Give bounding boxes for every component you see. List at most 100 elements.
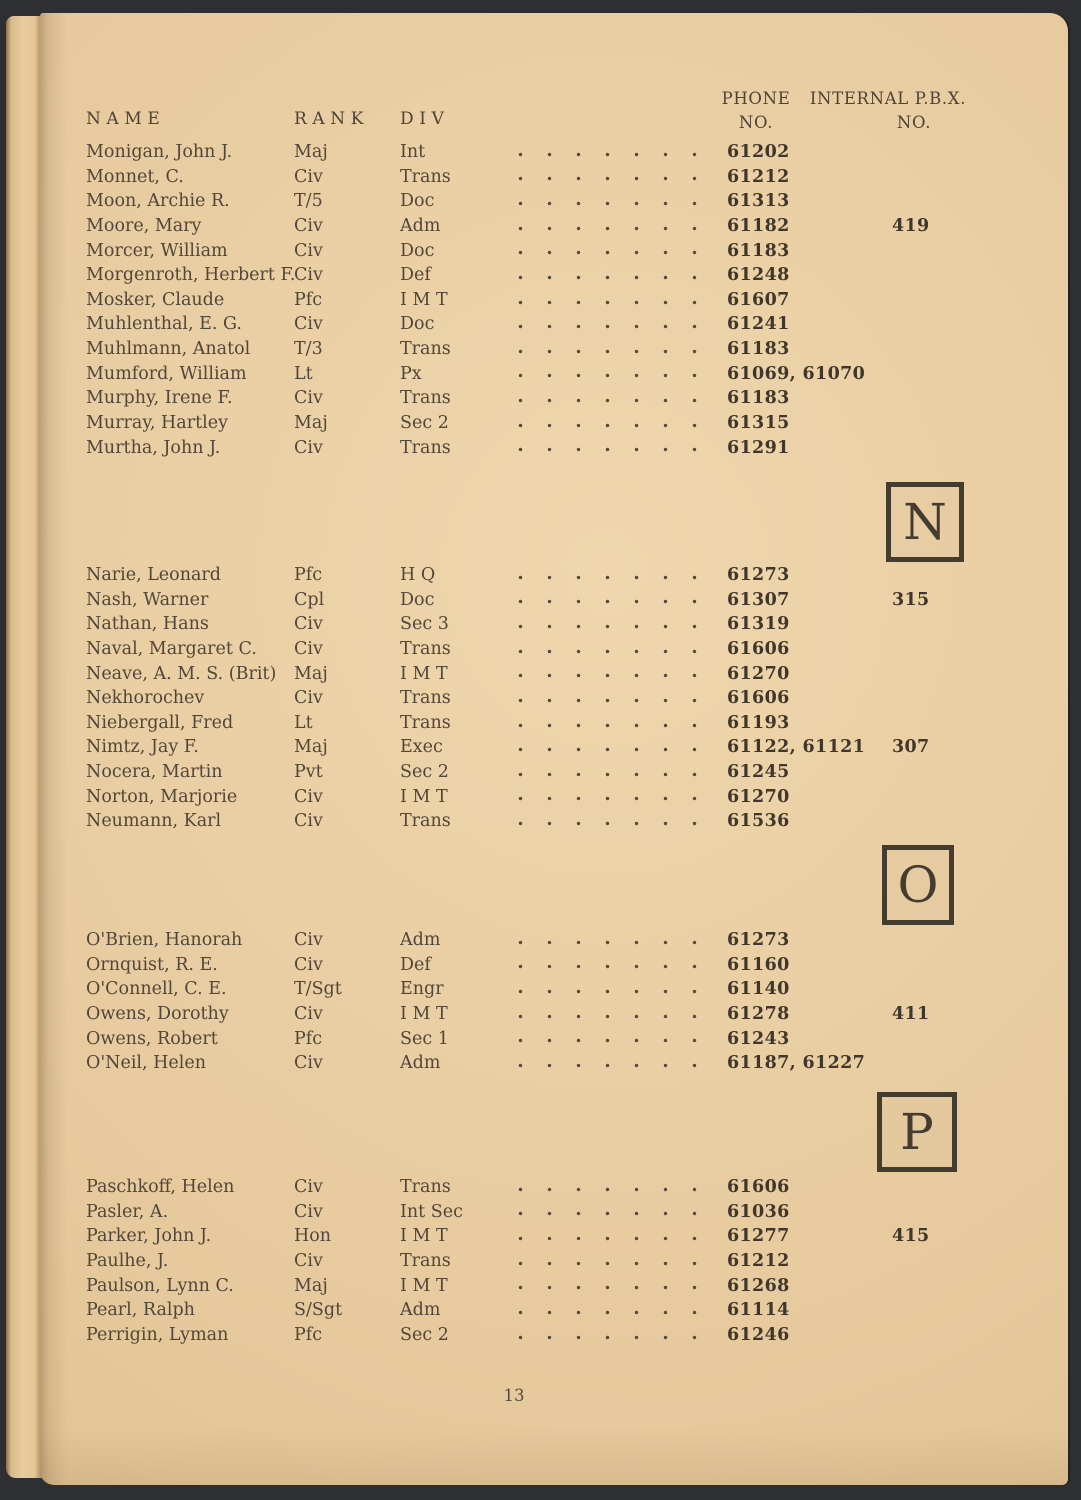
person-name: Nathan, Hans [86, 614, 209, 635]
directory-row: Murtha, John J. Civ Trans 61291 [86, 435, 1030, 461]
person-division: H Q [400, 565, 436, 585]
person-division: Adm [400, 930, 441, 950]
person-division: Adm [400, 1053, 441, 1074]
pbx-number [870, 1298, 1030, 1323]
person-rank: Civ [294, 388, 323, 409]
pbx-number: 419 [892, 215, 930, 236]
phone-number: 61243 [727, 1028, 790, 1049]
dot-leader [496, 238, 709, 264]
pbx-number [870, 612, 1030, 637]
directory-row: Nimtz, Jay F. Maj Exec 61122, 61121 307 [86, 735, 1030, 761]
directory-row: Nekhorochev Civ Trans 61606 [86, 686, 1030, 711]
dot-leader [496, 1273, 709, 1299]
phone-number: 61140 [727, 979, 790, 1000]
pbx-number [870, 436, 1030, 461]
dot-leader [496, 213, 709, 239]
directory-row: Narie, Leonard Pfc H Q 61273 [86, 563, 1030, 588]
dot-leader [496, 1001, 709, 1027]
dot-leader [496, 784, 709, 810]
name-column-header: NAME [86, 109, 166, 129]
phone-number: 61248 [727, 265, 790, 286]
person-division: Doc [400, 191, 435, 212]
person-rank: Maj [294, 1275, 328, 1296]
section-letter: P [900, 1103, 934, 1161]
person-rank: Maj [294, 737, 328, 758]
phone-number: 61160 [727, 954, 790, 975]
pbx-number [870, 563, 1030, 588]
phone-column-header: PHONE NO. [691, 87, 821, 135]
dot-leader [496, 686, 709, 711]
person-division: Def [400, 954, 431, 975]
person-division: Sec 3 [400, 614, 449, 635]
section-letter-box-n: N [886, 482, 964, 562]
person-name: Muhlmann, Anatol [86, 339, 251, 360]
directory-row: Owens, Robert Pfc Sec 1 61243 [86, 1026, 1030, 1052]
directory-row: Nocera, Martin Pvt Sec 2 61245 [86, 760, 1030, 785]
phone-number: 61114 [727, 1300, 790, 1321]
person-rank: Civ [294, 954, 323, 975]
pbx-number: 307 [892, 737, 930, 758]
dot-leader [496, 809, 709, 835]
person-name: Paulhe, J. [86, 1250, 169, 1271]
directory-row: Pasler, A. Civ Int Sec 61036 [86, 1199, 1030, 1225]
person-rank: Civ [294, 930, 323, 950]
directory-section-m: Monigan, John J. Maj Int 61202 Monnet, C… [86, 140, 1030, 461]
directory-row: Paulson, Lynn C. Maj I M T 61268 [86, 1273, 1030, 1299]
person-rank: Pfc [294, 1324, 323, 1345]
section-letter-box-o: O [882, 845, 954, 925]
person-rank: Lt [294, 712, 313, 733]
phone-number: 61307 [727, 589, 790, 610]
pbx-number [870, 785, 1030, 810]
pbx-number [870, 1051, 1030, 1076]
pbx-number [870, 239, 1030, 264]
person-division: Trans [400, 712, 451, 733]
pbx-number [870, 263, 1030, 288]
directory-section-o: O'Brien, Hanorah Civ Adm 61273 Ornquist,… [86, 928, 1030, 1076]
phone-header-line1: PHONE [721, 89, 791, 108]
person-rank: Hon [294, 1226, 332, 1247]
phone-number: 61273 [727, 930, 790, 950]
dot-leader [496, 164, 709, 190]
pbx-number: 315 [892, 589, 930, 610]
phone-number: 61122, 61121 [727, 737, 866, 758]
person-name: Murtha, John J. [86, 437, 221, 458]
dot-leader [496, 337, 709, 362]
directory-row: Perrigin, Lyman Pfc Sec 2 61246 [86, 1322, 1030, 1348]
person-rank: Civ [294, 688, 323, 709]
pbx-number [870, 312, 1030, 337]
person-division: Sec 2 [400, 1324, 449, 1345]
dot-leader [496, 411, 709, 436]
person-rank: Cpl [294, 589, 325, 610]
person-name: Nimtz, Jay F. [86, 737, 199, 758]
person-division: Int Sec [400, 1201, 463, 1222]
person-division: I M T [400, 289, 448, 310]
directory-row: Mumford, William Lt Px 61069, 61070 [86, 361, 1030, 387]
dot-leader [496, 1298, 709, 1323]
phone-number: 61319 [727, 614, 790, 635]
directory-row: O'Neil, Helen Civ Adm 61187, 61227 [86, 1051, 1030, 1076]
phone-number: 61278 [727, 1003, 790, 1024]
person-rank: Pfc [294, 565, 323, 585]
dot-leader [496, 563, 709, 588]
phone-number: 61277 [727, 1226, 790, 1247]
person-rank: Civ [294, 1003, 323, 1024]
person-division: Int [400, 142, 426, 162]
person-rank: T/5 [294, 191, 323, 212]
pbx-number [870, 140, 1030, 165]
person-rank: S/Sgt [294, 1300, 343, 1321]
phone-number: 61291 [727, 437, 790, 458]
person-name: Moore, Mary [86, 215, 202, 236]
person-rank: Lt [294, 363, 313, 384]
dot-leader [496, 386, 709, 412]
person-division: Sec 2 [400, 413, 449, 434]
div-column-header: DIV [400, 109, 450, 129]
directory-row: Moore, Mary Civ Adm 61182 419 [86, 213, 1030, 239]
person-rank: Civ [294, 166, 323, 187]
person-division: Trans [400, 388, 451, 409]
person-name: Murray, Hartley [86, 413, 228, 434]
dot-leader [496, 587, 709, 613]
phone-number: 61241 [727, 314, 790, 335]
directory-row: Ornquist, R. E. Civ Def 61160 [86, 952, 1030, 978]
phone-number: 61246 [727, 1324, 790, 1345]
phone-number: 61270 [727, 663, 790, 684]
